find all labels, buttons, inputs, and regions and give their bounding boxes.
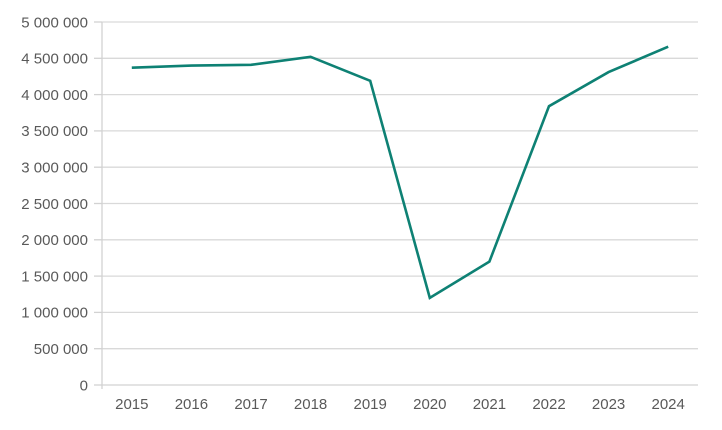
x-axis-label: 2024 xyxy=(652,396,685,413)
y-axis-label: 500 000 xyxy=(34,341,88,358)
data-line-series xyxy=(131,45,669,300)
y-axis-label: 1 500 000 xyxy=(21,268,88,285)
x-axis-label: 2021 xyxy=(473,396,506,413)
x-axis-label: 2017 xyxy=(234,396,267,413)
y-axis-label: 4 000 000 xyxy=(21,87,88,104)
y-axis-label: 1 000 000 xyxy=(21,305,88,322)
y-axis-label: 5 000 000 xyxy=(21,14,88,31)
x-axis-label: 2020 xyxy=(413,396,446,413)
x-axis-label: 2015 xyxy=(115,396,148,413)
x-axis-label: 2018 xyxy=(294,396,327,413)
x-axis-label: 2019 xyxy=(354,396,387,413)
y-axis-label: 2 500 000 xyxy=(21,196,88,213)
x-axis-label: 2022 xyxy=(532,396,565,413)
y-axis-label: 4 500 000 xyxy=(21,51,88,68)
x-axis-label: 2016 xyxy=(175,396,208,413)
x-axis-label: 2023 xyxy=(592,396,625,413)
y-axis-label: 3 000 000 xyxy=(21,159,88,176)
y-axis-label: 3 500 000 xyxy=(21,123,88,140)
y-axis-label: 0 xyxy=(80,377,88,394)
y-axis-label: 2 000 000 xyxy=(21,232,88,249)
